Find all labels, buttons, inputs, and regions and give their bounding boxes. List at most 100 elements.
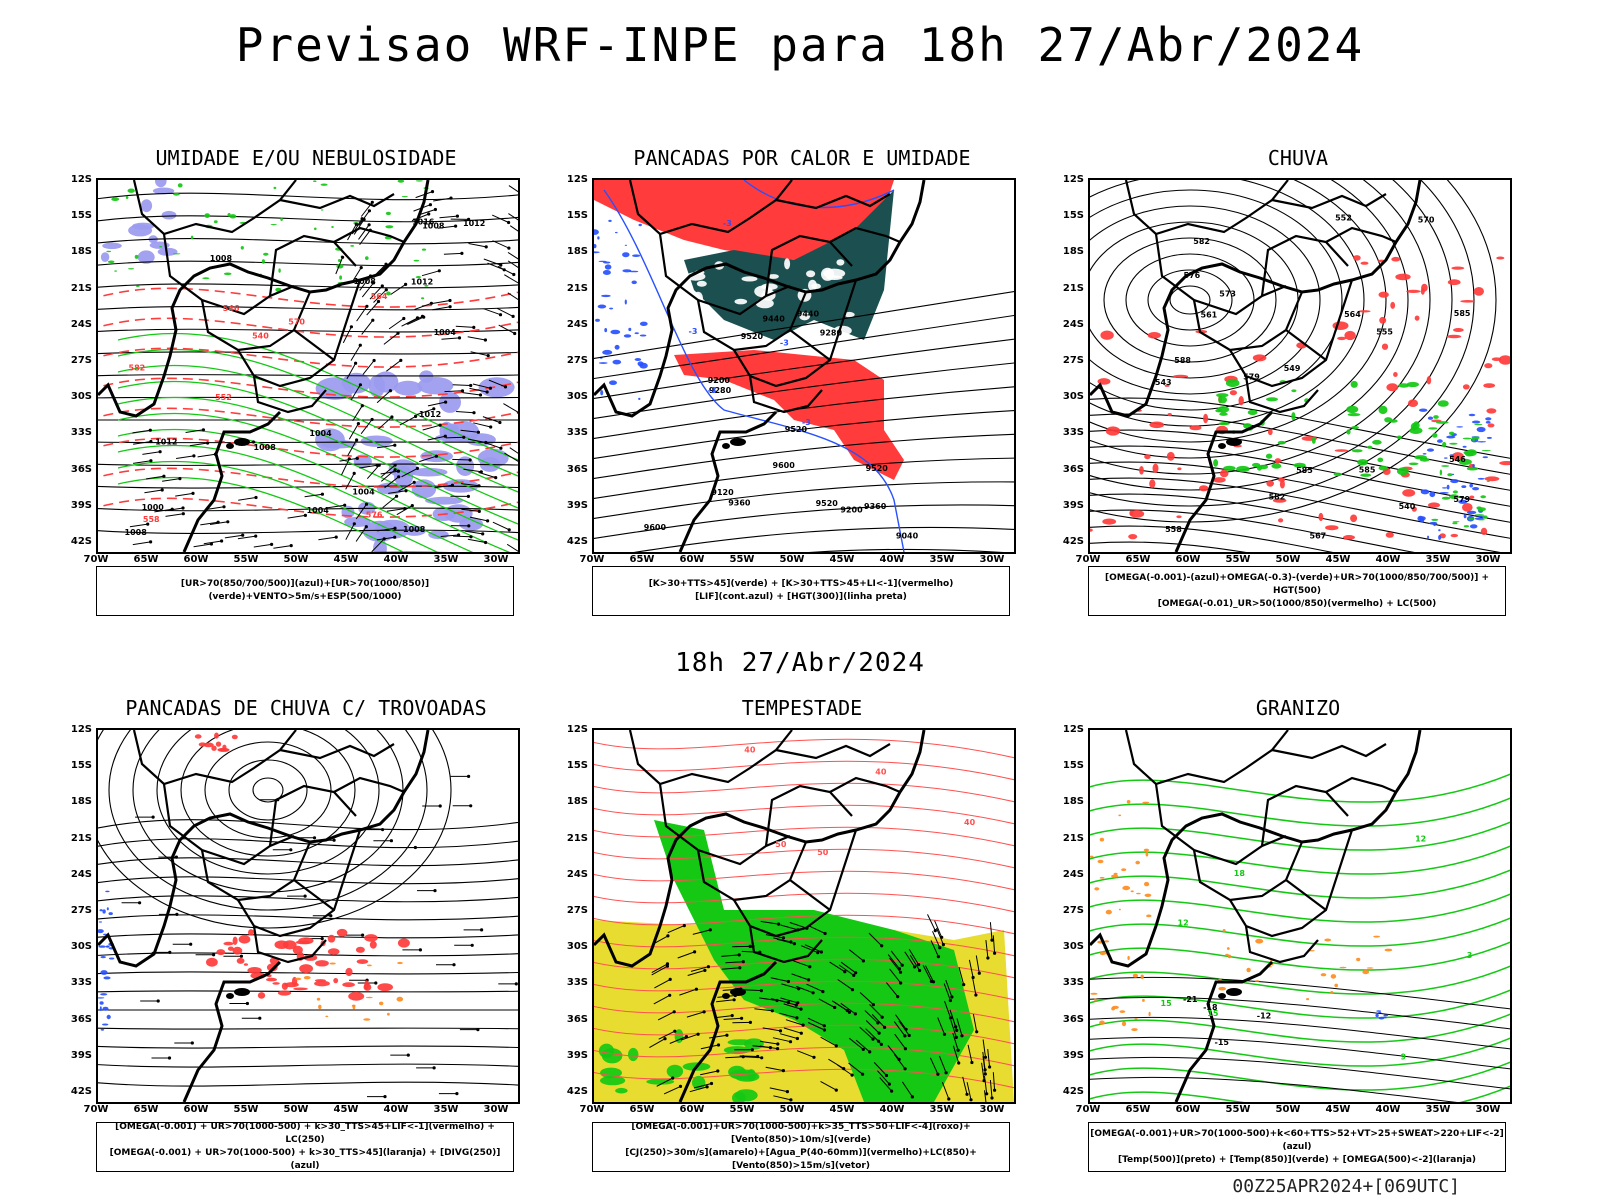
shaded-area	[1481, 450, 1491, 452]
hgt500-contour	[1169, 285, 1211, 315]
wind-vector-head	[360, 404, 364, 408]
shaded-area	[1099, 951, 1106, 956]
wind-vector-head	[986, 956, 990, 960]
shaded-area	[336, 928, 348, 937]
wind-vector-head	[404, 282, 408, 286]
shaded-area	[1482, 515, 1488, 519]
shaded-area	[1477, 477, 1485, 480]
longitude-label: 60W	[183, 554, 209, 565]
shaded-area	[1429, 521, 1438, 525]
latitude-label: 24S	[1062, 318, 1084, 330]
wind-vector-head	[861, 1072, 865, 1076]
contour-label: 1012	[419, 410, 441, 419]
shaded-area	[465, 433, 496, 447]
shaded-area	[1189, 425, 1202, 431]
legend-caption: [OMEGA(-0.001) + UR>70(1000-500) + k>30_…	[96, 1122, 514, 1172]
latitude-label: 24S	[70, 318, 92, 330]
wind-vector-head	[974, 993, 978, 997]
wind-vector-head	[158, 450, 162, 454]
wind-vector-head	[365, 304, 369, 308]
legend-line: [CJ(250)>30m/s](amarelo)+[Agua_P(40-60mm…	[625, 1148, 977, 1171]
map-panel	[96, 728, 520, 1104]
shaded-area	[1446, 334, 1462, 339]
latitude-label: 33S	[1062, 977, 1084, 989]
shaded-area	[1226, 947, 1230, 950]
wind-vector	[434, 484, 453, 489]
wind-vector	[690, 966, 709, 972]
shaded-area	[1147, 332, 1161, 339]
shaded-area	[1377, 457, 1384, 463]
streamline	[98, 730, 452, 929]
shaded-area	[1090, 528, 1093, 532]
wind-vector	[467, 538, 486, 543]
wind-vector	[968, 959, 974, 978]
shaded-area	[1458, 458, 1472, 465]
longitude-label: 55W	[1225, 1104, 1251, 1115]
state-border	[279, 193, 395, 210]
wind-vector-head	[360, 217, 364, 221]
wind-vector	[422, 424, 441, 431]
wind-vector	[238, 497, 257, 501]
wind-vector	[378, 416, 393, 430]
shaded-area	[1199, 485, 1209, 492]
shaded-area	[202, 277, 210, 280]
shaded-area	[1100, 330, 1114, 340]
shaded-area	[1432, 433, 1438, 438]
contour-label: 9520	[741, 332, 764, 341]
state-border	[1154, 233, 1287, 316]
wind-vector-head	[975, 1030, 979, 1034]
shaded-area	[140, 199, 153, 213]
contour-label: 552	[1335, 214, 1352, 223]
shaded-area	[364, 980, 369, 990]
wind-vector-head	[437, 269, 441, 273]
wind-vector-head	[929, 979, 933, 983]
wind-vector-head	[883, 1025, 887, 1029]
wind-vector-head	[725, 1033, 729, 1037]
shaded-area	[137, 250, 155, 264]
shaded-area	[325, 1015, 329, 1018]
shaded-area	[284, 982, 299, 988]
wind-vector-head	[819, 950, 823, 954]
shaded-area	[211, 745, 217, 751]
thickness-line	[98, 377, 518, 398]
wind-vector-head	[434, 454, 438, 458]
wind-vector	[504, 274, 518, 284]
latitude-label: 24S	[70, 868, 92, 880]
wind-vector-head	[732, 998, 736, 1002]
wind-vector	[901, 1081, 913, 1098]
shaded-area	[355, 946, 365, 953]
shaded-area	[612, 359, 622, 365]
wind-vector	[360, 419, 373, 435]
shaded-area	[1480, 527, 1488, 535]
contour-label: 9600	[644, 523, 667, 532]
humidity-contour	[117, 428, 511, 552]
shaded-area	[595, 318, 600, 322]
state-border	[733, 279, 858, 388]
lagoon	[1218, 993, 1226, 999]
shaded-area	[1272, 498, 1287, 503]
shaded-area	[634, 358, 642, 361]
wind-vector	[743, 1056, 762, 1059]
wind-vector-head	[138, 901, 142, 905]
wind-vector-head	[671, 1076, 675, 1080]
temp850-contour	[1090, 797, 1510, 827]
shaded-area	[339, 275, 342, 280]
wind-vector-head	[383, 1095, 387, 1099]
wind-vector-head	[969, 1098, 973, 1102]
wind-vector	[952, 1045, 960, 1064]
wind-vector-head	[289, 544, 293, 548]
shaded-area	[1166, 451, 1175, 461]
state-border	[279, 743, 395, 760]
wind-vector-head	[498, 313, 503, 317]
wind-vector-head	[788, 1040, 793, 1044]
shaded-area	[108, 957, 115, 960]
wind-vector-head	[807, 978, 811, 982]
shaded-area	[1113, 872, 1118, 876]
temp850-contour	[1090, 989, 1510, 1019]
wind-vector-head	[349, 325, 353, 329]
longitude-label: 45W	[333, 554, 359, 565]
wind-vector	[503, 403, 518, 413]
legend-line: [K>30+TTS>45](verde) + [K>30+TTS>45+LI<-…	[648, 579, 954, 589]
shaded-area	[1271, 463, 1282, 469]
wind-vector	[873, 1062, 887, 1076]
